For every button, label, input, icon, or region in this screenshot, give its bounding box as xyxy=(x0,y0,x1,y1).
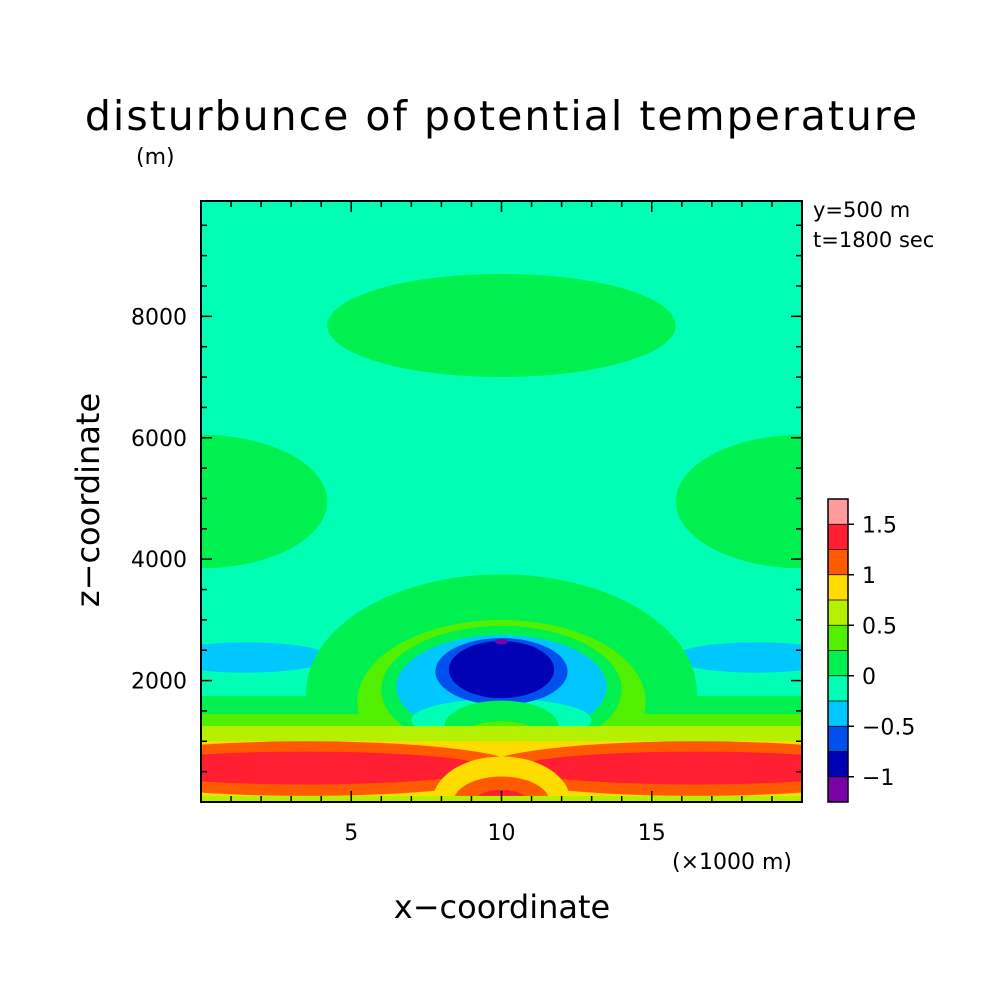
contour-region-24 xyxy=(453,776,550,802)
contour-region-3 xyxy=(201,642,331,673)
colorbar-swatch-7 xyxy=(828,600,848,626)
y-unit-label: (m) xyxy=(136,145,175,170)
colorbar-swatch-6 xyxy=(828,625,848,651)
colorbar: −1 −0.5 0 0.5 1 1.5 xyxy=(827,498,915,803)
colorbar-swatch-11 xyxy=(828,499,848,525)
annotation-y: y=500 m xyxy=(813,198,911,222)
colorbar-swatch-10 xyxy=(828,524,848,550)
colorbar-tick-label: 1 xyxy=(862,564,876,589)
y-tick-label: 4000 xyxy=(131,548,187,573)
colorbar-tick-label: −0.5 xyxy=(862,715,915,740)
colorbar-swatch-2 xyxy=(828,726,848,752)
annotation-time: t=1800 sec xyxy=(813,228,935,252)
x-unit-label: (×1000 m) xyxy=(672,850,793,875)
contour-region-0 xyxy=(327,273,676,378)
y-axis-ticks: 2000 4000 6000 8000 xyxy=(131,224,802,773)
y-tick-label: 6000 xyxy=(131,427,187,452)
y-tick-label: 2000 xyxy=(131,670,187,695)
contour-region-4 xyxy=(672,642,802,673)
contour-field xyxy=(201,201,802,802)
colorbar-swatch-5 xyxy=(828,650,848,676)
x-tick-label: 15 xyxy=(638,821,666,846)
x-tick-label: 10 xyxy=(488,821,516,846)
y-tick-label: 8000 xyxy=(131,305,187,330)
x-axis-label: x−coordinate xyxy=(393,888,611,926)
contour-region-14 xyxy=(494,639,509,645)
colorbar-tick-label: 0.5 xyxy=(862,614,897,639)
contour-region-2 xyxy=(675,434,802,569)
x-tick-label: 5 xyxy=(344,821,358,846)
colorbar-swatch-8 xyxy=(828,574,848,600)
colorbar-swatch-1 xyxy=(828,751,848,777)
chart-title: disturbunce of potential temperature xyxy=(84,92,920,140)
colorbar-swatch-9 xyxy=(828,549,848,575)
colorbar-tick-label: 1.5 xyxy=(862,513,897,538)
contour-region-21 xyxy=(201,751,487,785)
contour-region-22 xyxy=(516,751,802,785)
colorbar-tick-label: 0 xyxy=(862,665,876,690)
contour-region-1 xyxy=(201,434,328,569)
colorbar-tick-label: −1 xyxy=(862,766,894,791)
colorbar-swatch-4 xyxy=(828,675,848,701)
x-axis-ticks: 5 10 15 xyxy=(230,201,773,846)
contour-region-13 xyxy=(448,641,555,699)
colorbar-swatch-0 xyxy=(828,776,848,802)
colorbar-swatch-3 xyxy=(828,701,848,727)
